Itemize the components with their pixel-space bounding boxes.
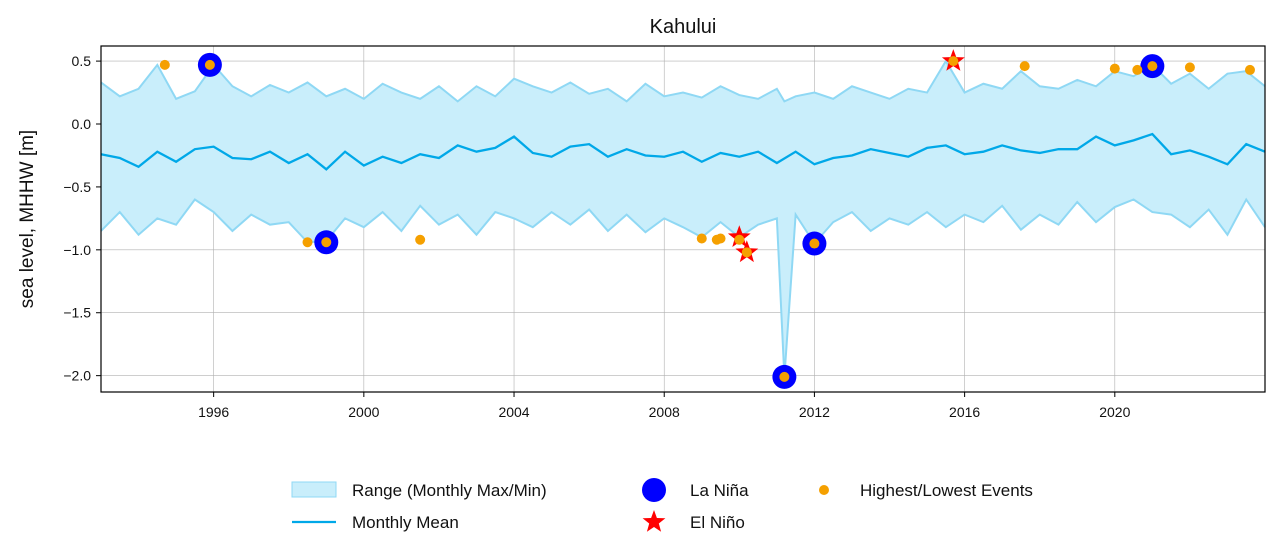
legend-swatch-events — [819, 485, 829, 495]
event-marker — [809, 238, 820, 249]
event-marker — [1244, 64, 1255, 75]
legend-label: La Niña — [690, 481, 749, 500]
event-marker — [415, 234, 426, 245]
plot-frame — [100, 45, 1266, 393]
y-tick-label: 0.0 — [72, 116, 92, 132]
range-band — [101, 61, 1265, 377]
range-upper-line — [100, 59, 1266, 103]
event-marker — [734, 234, 745, 245]
event-marker — [715, 233, 726, 244]
legend-label: Monthly Mean — [352, 513, 459, 532]
event-marker — [1109, 63, 1120, 74]
legend-label: Range (Monthly Max/Min) — [352, 481, 547, 500]
legend-swatch-range — [291, 481, 337, 498]
y-tick-label: −1.5 — [63, 305, 91, 321]
event-marker — [1184, 62, 1195, 73]
x-tick-label: 2000 — [348, 404, 379, 420]
range-layer — [100, 59, 1266, 377]
event-marker — [1132, 64, 1143, 75]
range-lower-line — [100, 197, 1266, 377]
legend-swatch-el-nino — [642, 510, 666, 532]
legend-label: Highest/Lowest Events — [860, 481, 1033, 500]
y-tick-label: −0.5 — [63, 179, 91, 195]
legend: Range (Monthly Max/Min) Monthly Mean La Ni… — [291, 478, 1033, 532]
legend-swatch-la-nina — [642, 478, 666, 502]
y-tick-label: −2.0 — [63, 368, 91, 384]
y-axis-label: sea level, MHHW [m] — [17, 130, 38, 308]
monthly-mean-line — [100, 132, 1266, 171]
event-marker — [302, 237, 313, 248]
tick-layer: 1996 2000 2004 2008 2012 2016 2020 0.5 0.0 −0.5 −1… — [63, 53, 1130, 420]
event-marker — [1019, 61, 1030, 72]
event-marker — [321, 237, 332, 248]
marker-layer — [159, 49, 1255, 389]
event-marker — [741, 247, 752, 258]
event-marker — [159, 59, 170, 70]
x-tick-label: 2012 — [799, 404, 830, 420]
legend-label: El Niño — [690, 513, 745, 532]
x-tick-label: 2020 — [1099, 404, 1130, 420]
event-marker — [948, 56, 959, 67]
event-marker — [696, 233, 707, 244]
x-tick-label: 1996 — [198, 404, 229, 420]
x-tick-label: 2004 — [498, 404, 529, 420]
event-marker — [1147, 61, 1158, 72]
y-tick-label: −1.0 — [63, 242, 91, 258]
event-marker — [204, 59, 215, 70]
x-tick-label: 2008 — [649, 404, 680, 420]
event-marker — [779, 371, 790, 382]
mean-layer — [100, 132, 1266, 171]
y-tick-label: 0.5 — [72, 53, 92, 69]
x-tick-label: 2016 — [949, 404, 980, 420]
chart-title: Kahului — [650, 16, 717, 38]
